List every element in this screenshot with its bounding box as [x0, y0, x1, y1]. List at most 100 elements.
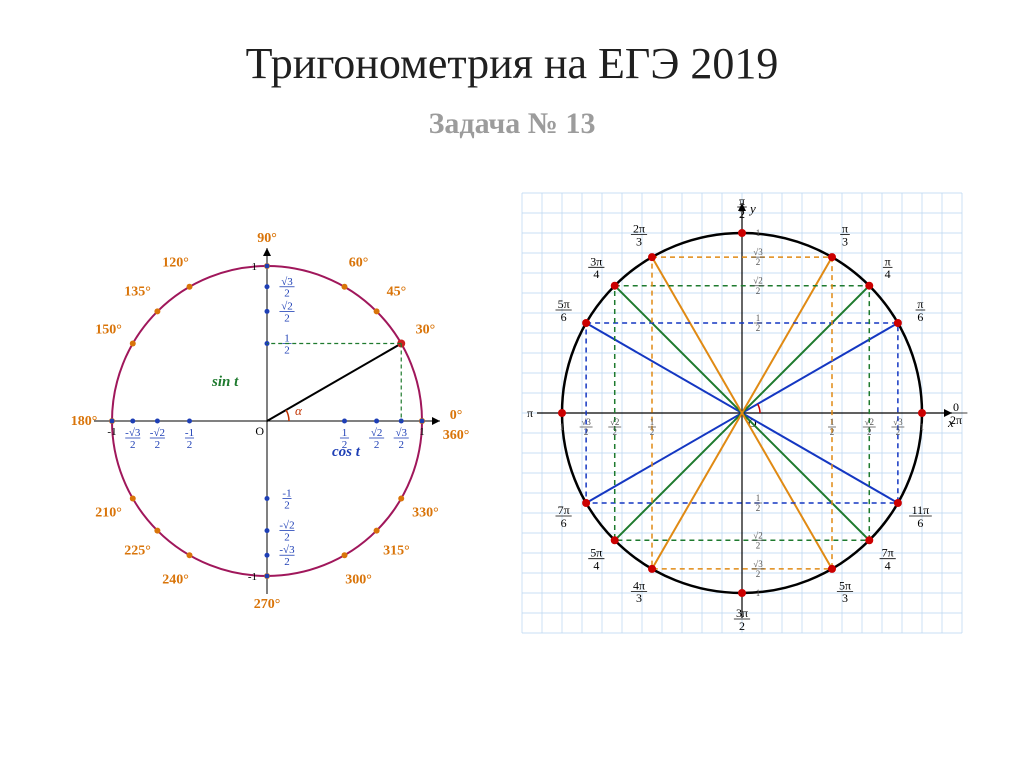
svg-text:1: 1 — [756, 588, 761, 598]
svg-text:-1: -1 — [282, 488, 291, 500]
svg-text:1: 1 — [284, 333, 290, 345]
svg-text:√3: √3 — [753, 247, 763, 257]
svg-text:2: 2 — [739, 207, 745, 221]
svg-text:45°: 45° — [387, 285, 407, 300]
svg-text:3: 3 — [636, 234, 642, 248]
svg-text:-1: -1 — [107, 426, 116, 438]
svg-text:1: 1 — [342, 427, 348, 439]
svg-text:300°: 300° — [345, 572, 372, 587]
svg-text:√2: √2 — [753, 276, 762, 286]
svg-text:6: 6 — [561, 310, 567, 324]
svg-text:-√2: -√2 — [279, 520, 294, 532]
svg-text:1: 1 — [756, 228, 761, 238]
svg-text:√3: √3 — [893, 417, 903, 427]
svg-text:2: 2 — [187, 439, 193, 451]
svg-text:√3: √3 — [581, 417, 591, 427]
svg-text:√3: √3 — [395, 427, 407, 439]
svg-text:315°: 315° — [383, 543, 410, 558]
svg-text:2: 2 — [130, 439, 136, 451]
svg-text:2: 2 — [584, 427, 589, 437]
svg-text:2: 2 — [756, 540, 761, 550]
svg-text:√2: √2 — [865, 417, 874, 427]
svg-text:2: 2 — [284, 288, 290, 300]
svg-text:4: 4 — [885, 267, 891, 281]
svg-text:210°: 210° — [95, 506, 122, 521]
svg-text:4: 4 — [885, 558, 891, 572]
svg-text:α: α — [295, 403, 303, 418]
svg-text:π: π — [527, 406, 533, 420]
diagrams-row: 0°30°45°60°90°120°135°150°180°210°225°24… — [0, 191, 1024, 661]
svg-text:2: 2 — [650, 427, 655, 437]
svg-text:2: 2 — [612, 427, 617, 437]
svg-text:2: 2 — [284, 312, 290, 324]
svg-text:√3: √3 — [281, 276, 293, 288]
svg-text:√2: √2 — [281, 300, 293, 312]
svg-text:3: 3 — [636, 591, 642, 605]
svg-text:3: 3 — [842, 234, 848, 248]
right-diagram-box: xyO0 2ππ6π4π3π22π33π45π6π7π65π44π33π25π3… — [517, 191, 977, 661]
svg-text:2: 2 — [867, 427, 872, 437]
svg-text:240°: 240° — [162, 572, 189, 587]
svg-text:2: 2 — [284, 499, 290, 511]
svg-text:1: 1 — [252, 261, 258, 273]
svg-text:150°: 150° — [95, 323, 122, 338]
svg-text:1: 1 — [650, 417, 655, 427]
svg-text:2: 2 — [374, 439, 380, 451]
svg-text:2π: 2π — [950, 413, 962, 427]
svg-text:2: 2 — [830, 427, 835, 437]
page-title: Тригонометрия на ЕГЭ 2019 — [0, 0, 1024, 89]
svg-text:-1: -1 — [248, 571, 257, 583]
svg-text:2: 2 — [756, 257, 761, 267]
svg-text:2: 2 — [756, 286, 761, 296]
svg-text:-√3: -√3 — [279, 544, 295, 556]
left-diagram-box: 0° 30° 45° 60° 90° 120° 135° 150° 180° 210° 225° 24… — [47, 191, 487, 661]
svg-text:4: 4 — [593, 267, 599, 281]
svg-text:120°: 120° — [162, 256, 189, 271]
svg-text:1: 1 — [756, 313, 761, 323]
svg-text:1: 1 — [920, 422, 925, 432]
svg-text:1: 1 — [419, 426, 425, 438]
svg-text:2: 2 — [756, 503, 761, 513]
svg-text:2: 2 — [756, 323, 761, 333]
svg-text:2: 2 — [739, 619, 745, 633]
svg-text:√2: √2 — [753, 530, 762, 540]
page-subtitle: Задача № 13 — [0, 89, 1024, 141]
svg-text:30°: 30° — [416, 323, 436, 338]
svg-text:1: 1 — [560, 422, 565, 432]
unit-circle-radians-svg: xyO0 2ππ6π4π3π22π33π45π6π7π65π44π33π25π3… — [517, 191, 977, 651]
svg-text:60°: 60° — [349, 256, 369, 271]
svg-text:O: O — [255, 424, 264, 438]
svg-text:1: 1 — [756, 493, 761, 503]
svg-text:3: 3 — [842, 591, 848, 605]
svg-text:330°: 330° — [412, 506, 439, 521]
svg-text:2: 2 — [284, 532, 290, 544]
svg-text:2: 2 — [284, 344, 290, 356]
svg-text:sin t: sin t — [211, 374, 239, 390]
svg-text:225°: 225° — [124, 543, 151, 558]
svg-text:1: 1 — [830, 417, 835, 427]
svg-text:6: 6 — [561, 516, 567, 530]
svg-text:2: 2 — [756, 569, 761, 579]
svg-text:135°: 135° — [124, 285, 151, 300]
svg-text:2: 2 — [896, 427, 901, 437]
svg-text:270°: 270° — [254, 597, 281, 612]
svg-text:6: 6 — [917, 516, 923, 530]
svg-text:360°: 360° — [443, 428, 470, 443]
svg-text:4: 4 — [593, 558, 599, 572]
svg-text:180°: 180° — [71, 414, 98, 429]
svg-text:2: 2 — [398, 439, 404, 451]
svg-text:-√2: -√2 — [150, 427, 165, 439]
svg-text:cos t: cos t — [332, 444, 361, 460]
svg-text:-1: -1 — [185, 427, 194, 439]
svg-text:√2: √2 — [371, 427, 383, 439]
svg-text:-√3: -√3 — [125, 427, 141, 439]
svg-text:0°: 0° — [450, 408, 463, 423]
svg-text:√2: √2 — [610, 417, 619, 427]
svg-text:√3: √3 — [753, 559, 763, 569]
svg-text:y: y — [748, 201, 756, 216]
svg-text:2: 2 — [284, 556, 290, 568]
svg-text:2: 2 — [155, 439, 161, 451]
unit-circle-degrees-svg: 0° 30° 45° 60° 90° 120° 135° 150° 180° 210° 225° 24… — [47, 191, 487, 661]
svg-text:6: 6 — [917, 310, 923, 324]
svg-text:90°: 90° — [257, 231, 277, 246]
